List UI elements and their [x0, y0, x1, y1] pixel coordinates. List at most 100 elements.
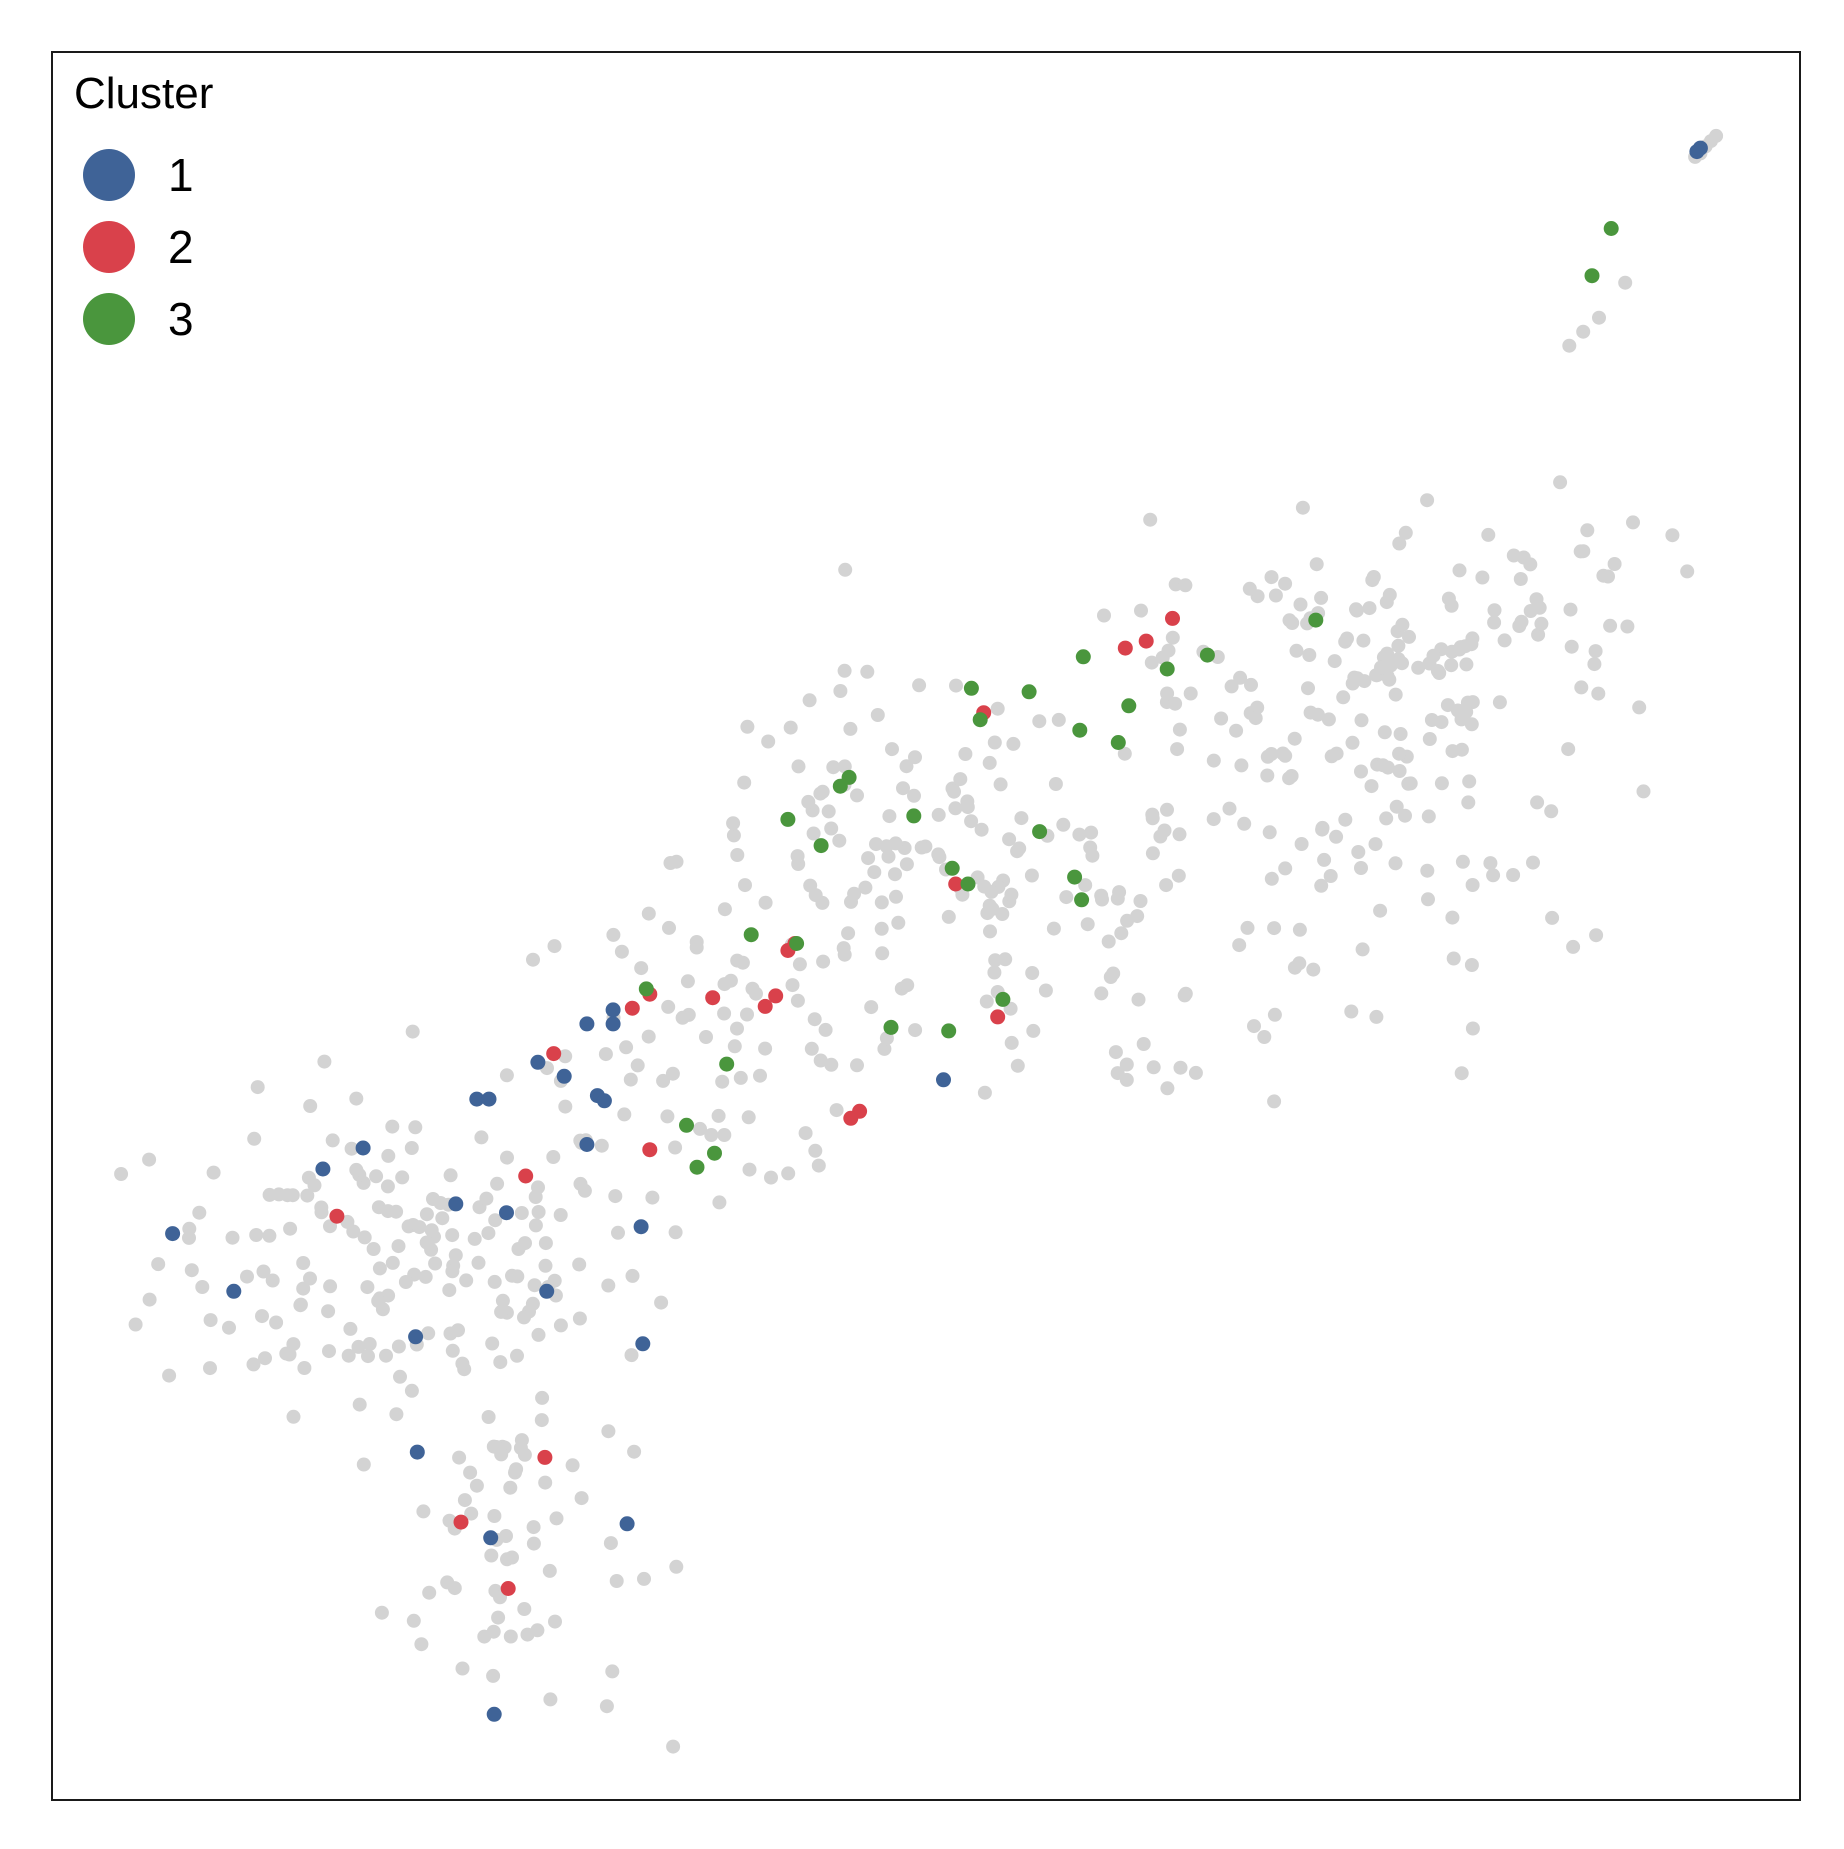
background-point: [182, 1221, 197, 1236]
background-point: [1097, 608, 1111, 623]
background-point: [1264, 570, 1279, 585]
background-point: [1293, 597, 1308, 612]
background-point: [1136, 1037, 1151, 1051]
background-point: [435, 1211, 450, 1226]
background-point: [806, 826, 821, 841]
background-point: [953, 772, 968, 787]
background-point: [609, 1574, 624, 1588]
background-point: [325, 1133, 340, 1148]
background-point: [195, 1280, 210, 1294]
background-point: [303, 1099, 318, 1113]
background-point: [1356, 633, 1371, 648]
background-point: [301, 1170, 316, 1185]
background-point: [1497, 633, 1512, 648]
background-point: [977, 1085, 992, 1100]
background-point: [1526, 855, 1540, 870]
legend: Cluster 1 2 3: [74, 69, 213, 345]
background-point: [443, 1168, 458, 1183]
background-point: [1292, 922, 1307, 937]
background-point: [1434, 715, 1449, 730]
background-point: [1454, 1066, 1469, 1081]
background-point: [974, 822, 989, 837]
background-point: [619, 1040, 634, 1055]
background-point: [1395, 656, 1409, 671]
background-point: [1388, 687, 1403, 702]
background-point: [481, 1226, 496, 1241]
background-point: [1278, 861, 1293, 876]
background-point: [549, 1511, 564, 1526]
background-point: [1458, 639, 1473, 654]
background-point: [1309, 557, 1324, 572]
background-point: [1607, 557, 1622, 571]
cluster-3-point: [1032, 824, 1048, 840]
background-point: [888, 867, 902, 882]
background-point: [349, 1162, 364, 1177]
background-point: [151, 1257, 166, 1272]
background-point: [1588, 644, 1603, 659]
background-point: [1323, 869, 1338, 883]
background-point: [1574, 680, 1589, 695]
background-point: [783, 720, 798, 735]
background-point: [668, 1225, 683, 1240]
background-point: [900, 978, 915, 993]
background-point: [712, 1195, 727, 1210]
background-point: [1380, 760, 1395, 775]
background-point: [1430, 664, 1445, 678]
background-point: [813, 1053, 828, 1068]
legend-key-2: [83, 221, 135, 273]
background-point: [258, 1351, 272, 1366]
cluster-3-point: [1075, 649, 1091, 665]
background-point: [614, 944, 629, 959]
background-point: [481, 1410, 496, 1424]
background-point: [246, 1357, 261, 1372]
background-point: [553, 1208, 568, 1222]
background-point: [1459, 657, 1474, 672]
background-point: [128, 1317, 143, 1332]
background-point: [1465, 1021, 1480, 1036]
background-point: [1492, 695, 1507, 710]
background-point: [543, 1692, 558, 1707]
background-point: [1134, 603, 1148, 618]
background-point: [837, 759, 852, 774]
background-point: [547, 939, 562, 954]
background-point: [526, 952, 540, 967]
background-point: [1153, 829, 1168, 844]
background-point: [811, 1158, 826, 1173]
background-point: [661, 999, 676, 1014]
cluster-3-point: [1072, 722, 1088, 738]
background-point: [1392, 746, 1407, 761]
background-point: [538, 1236, 553, 1251]
background-point: [1056, 817, 1071, 832]
background-point: [987, 965, 1002, 980]
background-point: [404, 1141, 419, 1155]
background-point: [1347, 670, 1362, 685]
cluster-1-point: [936, 1072, 951, 1088]
cluster-2-point: [1117, 640, 1133, 656]
background-point: [730, 1021, 744, 1036]
background-point: [1603, 618, 1618, 633]
background-point: [1268, 588, 1283, 603]
background-point: [416, 1504, 431, 1519]
background-point: [1349, 602, 1363, 617]
cluster-3-point: [638, 981, 654, 997]
background-point: [637, 1571, 651, 1586]
cluster-1-point: [481, 1091, 497, 1107]
background-point: [1117, 746, 1132, 761]
background-point: [882, 809, 897, 824]
background-point: [1420, 493, 1435, 508]
background-point: [630, 1058, 645, 1073]
background-point: [984, 884, 999, 899]
background-point: [1267, 1007, 1282, 1022]
background-point: [715, 1074, 730, 1089]
background-point: [225, 1230, 240, 1245]
background-point: [829, 1103, 844, 1118]
cluster-1-point: [409, 1444, 425, 1460]
background-point: [1454, 712, 1469, 727]
background-point: [1354, 713, 1369, 728]
cluster-1-point: [483, 1530, 499, 1546]
background-point: [1483, 856, 1498, 871]
background-point: [1025, 966, 1040, 980]
cluster-1-point: [605, 1002, 621, 1018]
